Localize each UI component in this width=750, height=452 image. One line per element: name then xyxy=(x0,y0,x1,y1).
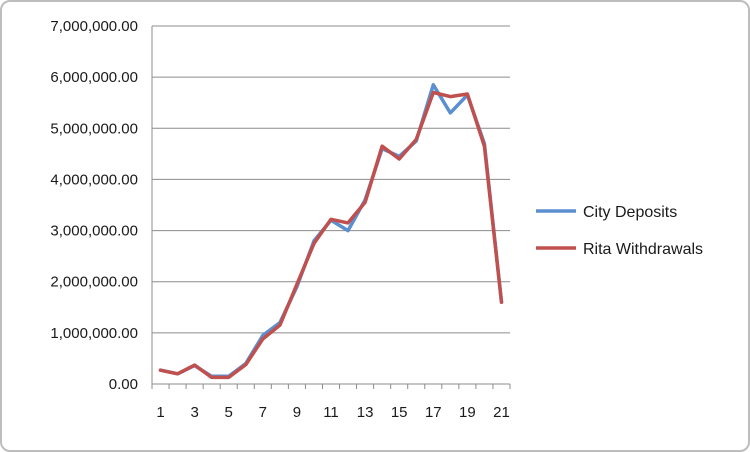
legend: City Deposits Rita Withdrawals xyxy=(536,204,703,258)
x-tick-label: 9 xyxy=(293,404,301,421)
legend-label: City Deposits xyxy=(583,204,677,221)
x-tick-label: 21 xyxy=(493,404,510,421)
legend-label: Rita Withdrawals xyxy=(583,241,703,258)
x-tick-label: 15 xyxy=(391,404,408,421)
y-tick-label: 6,000,000.00 xyxy=(50,69,138,86)
y-tick-label: 7,000,000.00 xyxy=(50,18,138,35)
series-line-1 xyxy=(158,90,504,380)
x-tick-label: 3 xyxy=(190,404,198,421)
x-tick-label: 7 xyxy=(259,404,267,421)
y-tick-labels: 0.00 1,000,000.00 2,000,000.00 3,000,000.00… xyxy=(50,18,138,393)
y-tick-label: 0.00 xyxy=(109,376,138,393)
x-tick-label: 19 xyxy=(459,404,476,421)
y-tick-label: 1,000,000.00 xyxy=(50,325,138,342)
y-tick-label: 5,000,000.00 xyxy=(50,120,138,137)
y-tick-label: 3,000,000.00 xyxy=(50,223,138,240)
series-lines xyxy=(158,83,504,380)
axes xyxy=(151,26,511,389)
gridlines xyxy=(152,25,510,334)
y-tick-label: 2,000,000.00 xyxy=(50,274,138,291)
x-tick-label: 13 xyxy=(357,404,374,421)
x-tick-label: 1 xyxy=(156,404,164,421)
y-tick-label: 4,000,000.00 xyxy=(50,171,138,188)
x-tick-label: 17 xyxy=(425,404,442,421)
x-tick-label: 11 xyxy=(323,404,339,421)
x-tick-labels: 1 3 5 7 9 11 13 15 17 19 21 xyxy=(156,404,509,421)
x-tick-label: 5 xyxy=(225,404,233,421)
